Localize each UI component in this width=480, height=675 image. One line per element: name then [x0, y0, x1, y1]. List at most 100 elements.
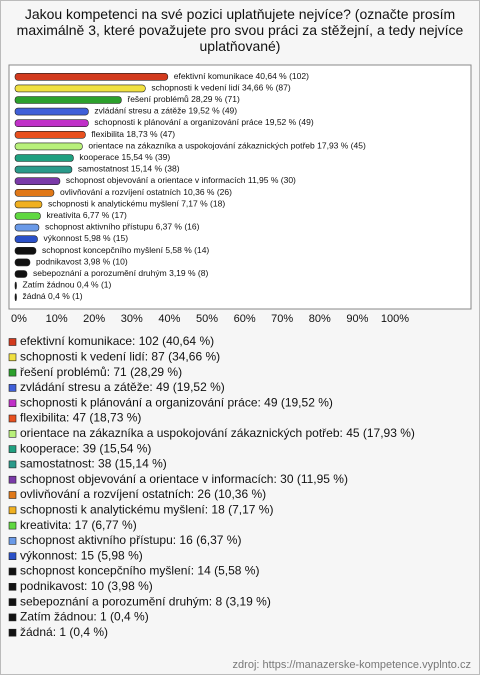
legend-label: ovlivňování a rozvíjení ostatních: 26 (1…	[20, 487, 266, 501]
x-tick-label: 20%	[83, 313, 105, 325]
bar-category: podnikavost	[36, 257, 82, 267]
bar	[14, 73, 169, 81]
x-tick-label: 60%	[234, 313, 256, 325]
bar-category: schopnosti k plánování a organizování pr…	[94, 117, 262, 127]
bar-category: sebepoznání a porozumění druhým	[33, 268, 167, 278]
bar-label: řešení problémů 28,29 % (71)	[127, 94, 240, 104]
bar-label: schopnosti k plánování a organizování pr…	[94, 117, 313, 127]
legend-swatch	[8, 475, 17, 484]
x-tick-label: 90%	[346, 313, 368, 325]
bar-value-label: 3,19 % (8)	[169, 268, 208, 278]
bar-label: schopnosti k vedení lidí 34,66 % (87)	[151, 83, 291, 93]
legend-swatch	[8, 368, 17, 377]
bar	[14, 200, 43, 209]
bar	[14, 142, 83, 151]
bar	[14, 270, 28, 278]
bar-category: kooperace	[79, 152, 119, 162]
bar-category: schopnost aktivního přístupu	[45, 222, 153, 232]
legend-swatch	[8, 429, 17, 438]
bar-label: podnikavost 3,98 % (10)	[36, 257, 128, 267]
bar-value-label: 11,95 % (30)	[248, 175, 296, 185]
legend-swatch	[8, 628, 17, 637]
bar-label: kooperace 15,54 % (39)	[79, 152, 170, 162]
legend-swatch	[8, 582, 17, 591]
legend-label: schopnost koncepčního myšlení: 14 (5,58 …	[20, 564, 259, 578]
bar-label: schopnost aktivního přístupu 6,37 % (16)	[45, 222, 200, 232]
legend-label: Zatím žádnou: 1 (0,4 %)	[20, 610, 149, 624]
plot-area	[8, 64, 472, 310]
bar	[14, 247, 37, 255]
bar-value-label: 40,64 % (102)	[256, 71, 310, 81]
bar-label: schopnost objevování a orientace v infor…	[66, 175, 296, 185]
legend-label: řešení problémů: 71 (28,29 %)	[20, 365, 182, 379]
bar-value-label: 17,93 % (45)	[317, 141, 366, 151]
legend-label: schopnost objevování a orientace v infor…	[20, 472, 348, 486]
legend-label: schopnosti k analytickému myšlení: 18 (7…	[20, 502, 273, 516]
bar-value-label: 6,77 % (17)	[83, 210, 127, 220]
legend-label: podnikavost: 10 (3,98 %)	[20, 579, 153, 593]
bar	[14, 189, 55, 197]
bar	[14, 84, 146, 93]
x-tick-label: 0%	[11, 313, 27, 325]
bar-value-label: 0,4 % (1)	[77, 280, 112, 290]
bar	[14, 96, 122, 104]
bar	[14, 131, 86, 139]
bar	[14, 258, 31, 267]
bar-label: zvládání stresu a zátěže 19,52 % (49)	[94, 106, 237, 116]
bar-value-label: 0,4 % (1)	[48, 291, 83, 301]
bar-label: samostatnost 15,14 % (38)	[78, 164, 180, 174]
legend-swatch	[8, 460, 17, 469]
bar-value-label: 3,98 % (10)	[84, 257, 128, 267]
legend-label: žádná: 1 (0,4 %)	[20, 625, 108, 639]
legend-label: flexibilita: 47 (18,73 %)	[20, 411, 141, 425]
bar-value-label: 10,36 % (26)	[183, 187, 232, 197]
legend-swatch	[8, 491, 17, 499]
bar-value-label: 15,14 % (38)	[131, 164, 180, 174]
bar-value-label: 5,98 % (15)	[84, 233, 128, 243]
legend-swatch	[8, 537, 17, 545]
bar-category: schopnost koncepčního myšlení	[42, 245, 164, 255]
legend-swatch	[8, 521, 17, 530]
bar-category: efektivní komunikace	[174, 71, 254, 81]
bar-category: výkonnost	[43, 233, 82, 243]
bar-category: žádná	[23, 291, 46, 301]
bar	[14, 177, 61, 185]
bar	[14, 281, 17, 290]
bar-label: sebepoznání a porozumění druhým 3,19 % (…	[33, 268, 208, 278]
bar-value-label: 6,37 % (16)	[156, 222, 200, 232]
bar-label: efektivní komunikace 40,64 % (102)	[174, 71, 309, 81]
legend-label: kooperace: 39 (15,54 %)	[20, 441, 151, 455]
x-tick-label: 10%	[46, 313, 68, 325]
bar	[14, 293, 17, 302]
bar-value-label: 19,52 % (49)	[188, 106, 237, 116]
legend-label: výkonnost: 15 (5,98 %)	[20, 548, 143, 562]
legend-swatch	[8, 567, 17, 576]
bar	[14, 212, 41, 220]
bar-value-label: 5,58 % (14)	[165, 245, 209, 255]
bar-category: schopnosti k vedení lidí	[151, 83, 240, 93]
bar-label: ovlivňování a rozvíjení ostatních 10,36 …	[60, 187, 232, 197]
bar	[14, 235, 38, 243]
x-tick-label: 30%	[121, 313, 143, 325]
bar-category: zvládání stresu a zátěže	[94, 106, 186, 116]
legend-label: efektivní komunikace: 102 (40,64 %)	[20, 334, 214, 348]
legend-label: schopnost aktivního přístupu: 16 (6,37 %…	[20, 533, 241, 547]
x-tick-label: 40%	[158, 313, 180, 325]
legend-swatch	[8, 506, 17, 515]
bar	[14, 119, 89, 127]
x-tick-label: 70%	[271, 313, 293, 325]
bar-value-label: 34,66 % (87)	[242, 83, 291, 93]
bar-category: orientace na zákazníka a uspokojování zá…	[88, 141, 315, 151]
legend-label: schopnosti k plánování a organizování pr…	[20, 395, 333, 409]
bar	[14, 165, 73, 174]
x-tick-label: 100%	[381, 313, 409, 325]
bar-label: schopnosti k analytickému myšlení 7,17 %…	[48, 199, 225, 209]
bar-category: schopnosti k analytickému myšlení	[48, 199, 180, 209]
legend-swatch	[8, 613, 17, 622]
legend-swatch	[8, 445, 17, 453]
legend-label: sebepoznání a porozumění druhým: 8 (3,19…	[20, 594, 271, 608]
bar-value-label: 19,52 % (49)	[265, 117, 314, 127]
legend-swatch	[8, 338, 17, 346]
bar-label: žádná 0,4 % (1)	[23, 291, 83, 301]
